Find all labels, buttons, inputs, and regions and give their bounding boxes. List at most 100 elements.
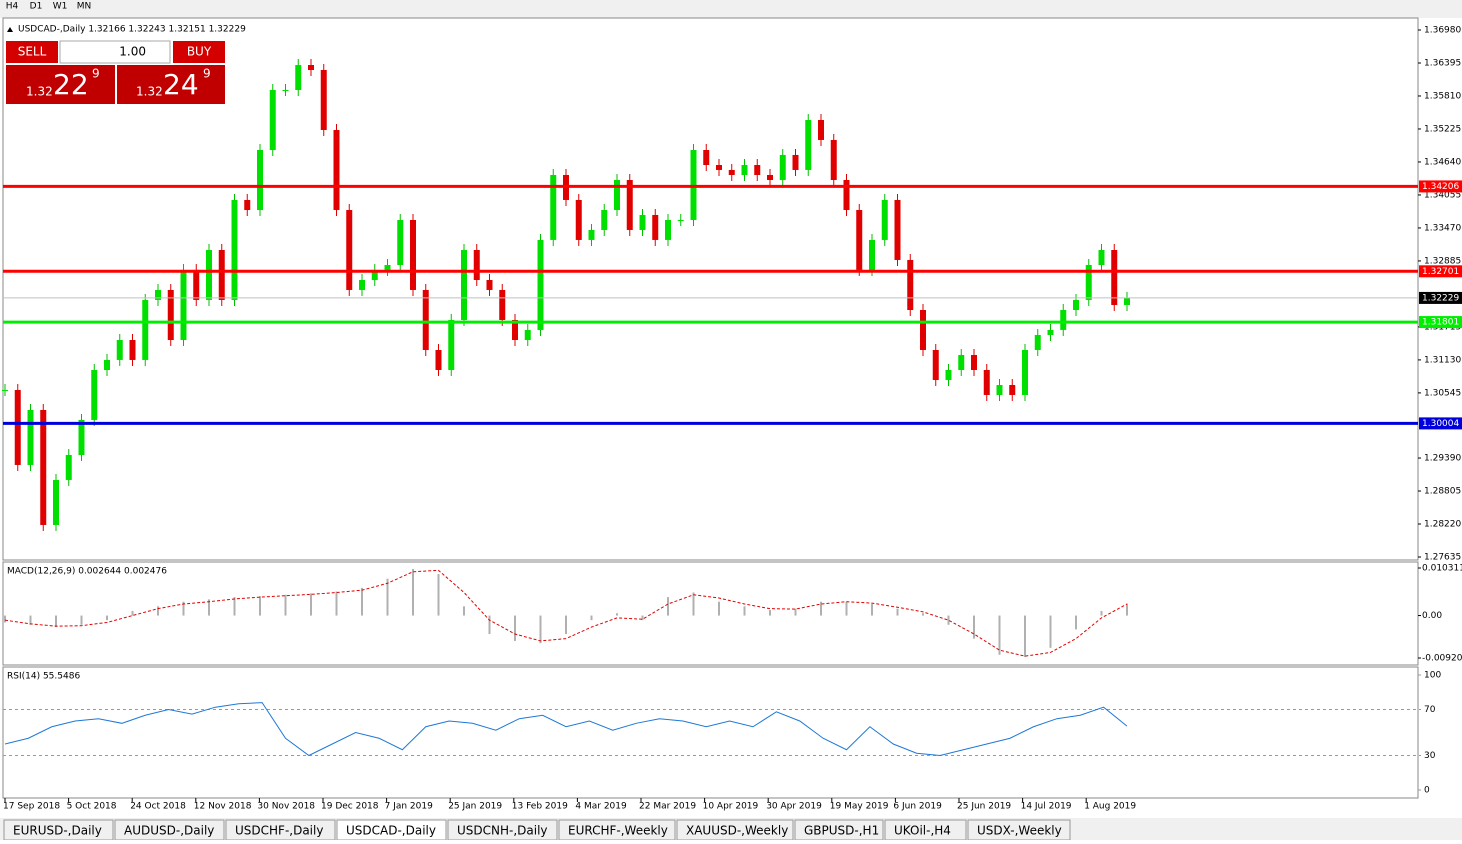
y-tick-label: 1.28805 xyxy=(1424,487,1461,497)
macd-bar xyxy=(1024,615,1026,658)
candle xyxy=(665,219,671,240)
candle xyxy=(65,454,72,480)
buy-price-pips: 24 xyxy=(163,68,199,101)
macd-bar xyxy=(182,601,185,616)
sell-price-point: 9 xyxy=(92,67,100,81)
macd-bar xyxy=(998,615,1001,655)
candle xyxy=(499,289,506,320)
candle xyxy=(14,389,21,465)
candle xyxy=(269,90,276,151)
candle xyxy=(575,199,582,240)
candle xyxy=(779,154,786,181)
candle xyxy=(626,180,633,230)
symbol-tab-label: EURUSD-,Daily xyxy=(13,824,102,838)
y-tick-label: 1.34055 xyxy=(1424,190,1461,200)
macd-bar xyxy=(437,574,440,616)
candle xyxy=(486,279,493,290)
candle xyxy=(129,339,136,360)
trade-panel: SELL 1.00 BUY 1.32 22 9 1.32 24 9 xyxy=(6,40,225,104)
macd-bar xyxy=(590,615,593,621)
y-tick-label: 1.29390 xyxy=(1424,454,1461,464)
macd-bar xyxy=(29,615,32,625)
sell-button[interactable] xyxy=(6,41,58,63)
candle xyxy=(448,319,455,370)
candle xyxy=(461,249,467,320)
candle xyxy=(652,214,659,240)
level-label-box xyxy=(1419,265,1462,278)
price-frame xyxy=(2,17,1419,561)
candle xyxy=(1111,249,1118,305)
candle xyxy=(359,279,365,290)
y-tick-label: 0 xyxy=(1424,786,1430,796)
candle xyxy=(677,219,684,221)
candle xyxy=(193,269,200,300)
y-tick-label: 1.33470 xyxy=(1424,223,1461,233)
candle xyxy=(537,239,544,330)
macd-bar xyxy=(259,596,261,616)
y-tick-label: 0.00 xyxy=(1422,611,1442,621)
candle xyxy=(767,174,773,181)
macd-bar xyxy=(769,610,771,616)
date-label: 5 Oct 2018 xyxy=(67,802,117,812)
macd-bar xyxy=(922,613,924,616)
candle xyxy=(27,409,34,465)
candle xyxy=(805,120,812,170)
candle xyxy=(881,199,888,240)
sell-price-box[interactable] xyxy=(6,65,115,104)
macd-bar xyxy=(718,601,720,616)
candle xyxy=(1034,334,1041,350)
buy-price-box[interactable] xyxy=(117,65,225,104)
date-label: 22 Mar 2019 xyxy=(639,802,696,812)
timeframe-button[interactable]: H4 xyxy=(6,2,19,12)
candle xyxy=(40,409,47,525)
level-label-box xyxy=(1419,180,1462,193)
candle xyxy=(894,199,901,260)
y-tick-label: 1.31130 xyxy=(1424,355,1461,365)
date-label: 30 Apr 2019 xyxy=(766,802,822,812)
candle xyxy=(550,174,557,240)
candle xyxy=(830,139,837,181)
symbol-tab-label: USDCAD-,Daily xyxy=(346,824,436,838)
date-label: 19 May 2019 xyxy=(830,802,889,812)
candle xyxy=(410,219,416,290)
buy-button[interactable] xyxy=(173,41,225,63)
candle xyxy=(792,154,799,170)
y-tick-label: 1.32885 xyxy=(1424,256,1461,266)
candle xyxy=(1022,349,1028,395)
lot-input[interactable] xyxy=(59,40,171,64)
macd-bar xyxy=(106,615,108,621)
level-label: 1.30004 xyxy=(1422,419,1459,429)
date-label: 17 Sep 2018 xyxy=(3,802,60,812)
y-tick-label: 1.36980 xyxy=(1424,26,1461,36)
timeframe-button[interactable]: D1 xyxy=(30,2,43,12)
candle xyxy=(91,369,98,420)
date-label: 10 Apr 2019 xyxy=(703,802,759,812)
sell-label: SELL xyxy=(18,45,47,59)
candle xyxy=(78,419,85,455)
candle xyxy=(932,349,939,380)
macd-bar xyxy=(871,604,873,616)
date-label: 12 Nov 2018 xyxy=(194,802,252,812)
symbol-tab-label: XAUUSD-,Weekly xyxy=(686,824,788,838)
rsi-frame xyxy=(2,666,1419,799)
timeframe-button[interactable]: MN xyxy=(77,2,92,12)
y-tick-label: 1.36395 xyxy=(1424,58,1461,68)
candle xyxy=(856,210,863,270)
candle xyxy=(1098,249,1105,265)
candle xyxy=(422,289,429,350)
level-label-box xyxy=(1419,417,1462,430)
date-label: 25 Jan 2019 xyxy=(448,802,502,812)
date-label: 14 Jul 2019 xyxy=(1021,802,1072,812)
symbol-tab-label: USDCNH-,Daily xyxy=(457,824,548,838)
symbol-header: USDCAD-,Daily 1.32166 1.32243 1.32151 1.… xyxy=(18,25,246,35)
symbol-tab-label: USDX-,Weekly xyxy=(977,824,1062,838)
macd-bar xyxy=(412,568,414,616)
macd-bar xyxy=(386,578,389,616)
candle xyxy=(728,169,735,175)
candle xyxy=(397,219,404,265)
candle xyxy=(1060,309,1067,330)
candle xyxy=(1085,264,1092,300)
symbol-tab-label: USDCHF-,Daily xyxy=(235,824,323,838)
timeframe-button[interactable]: W1 xyxy=(53,2,68,12)
y-tick-label: 100 xyxy=(1424,671,1441,681)
